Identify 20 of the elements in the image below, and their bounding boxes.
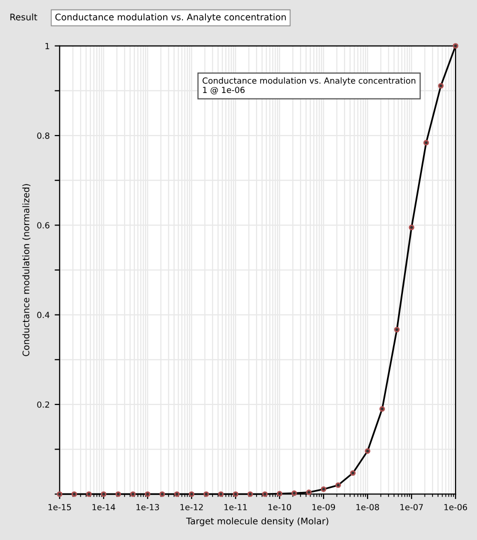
y-tick-label: 1 xyxy=(46,42,50,50)
y-tick-label: 0.4 xyxy=(37,312,50,318)
x-tick-label: 1e-06 xyxy=(444,504,468,510)
y-tick-label: 0.2 xyxy=(37,401,50,408)
y-tick-label: 0.6 xyxy=(37,222,50,228)
x-tick-label: 1e-13 xyxy=(136,504,159,510)
y-axis-title: Conductance modulation (normalized) xyxy=(22,184,30,356)
x-tick-label: 1e-07 xyxy=(400,504,423,510)
x-tick-label: 1e-15 xyxy=(48,504,71,510)
chart-title: Conductance modulation vs. Analyte concentration xyxy=(55,13,286,22)
annotation: Conductance modulation vs. Analyte concentration 1 @ 1e-06 xyxy=(202,77,416,94)
x-tick-label: 1e-09 xyxy=(312,504,335,510)
x-axis-title: Target molecule density (Molar) xyxy=(186,517,328,526)
x-tick-label: 1e-10 xyxy=(268,504,292,510)
x-tick-label: 1e-11 xyxy=(224,504,247,510)
y-tick-label: 0.8 xyxy=(37,132,50,139)
text: Result xyxy=(10,13,38,20)
x-tick-label: 1e-12 xyxy=(180,504,203,510)
x-tick-label: 1e-08 xyxy=(356,504,380,510)
x-tick-label: 1e-14 xyxy=(92,504,116,510)
